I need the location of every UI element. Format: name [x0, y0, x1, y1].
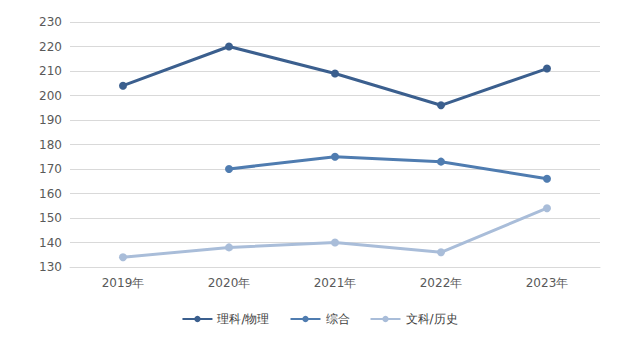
- svg-text:2023年: 2023年: [526, 276, 569, 290]
- svg-text:220: 220: [39, 40, 62, 54]
- svg-text:160: 160: [39, 187, 62, 201]
- svg-text:170: 170: [39, 162, 62, 176]
- svg-text:200: 200: [39, 89, 62, 103]
- svg-text:190: 190: [39, 113, 62, 127]
- svg-text:2019年: 2019年: [102, 276, 145, 290]
- svg-text:230: 230: [39, 15, 62, 29]
- svg-text:210: 210: [39, 64, 62, 78]
- svg-text:2021年: 2021年: [314, 276, 357, 290]
- svg-text:140: 140: [39, 236, 62, 250]
- svg-text:理科/物理: 理科/物理: [217, 312, 269, 326]
- svg-text:2022年: 2022年: [420, 276, 463, 290]
- svg-text:130: 130: [39, 260, 62, 274]
- svg-text:文科/历史: 文科/历史: [406, 312, 458, 326]
- svg-text:2020年: 2020年: [208, 276, 251, 290]
- svg-text:150: 150: [39, 211, 62, 225]
- svg-text:180: 180: [39, 138, 62, 152]
- svg-text:综合: 综合: [326, 312, 350, 326]
